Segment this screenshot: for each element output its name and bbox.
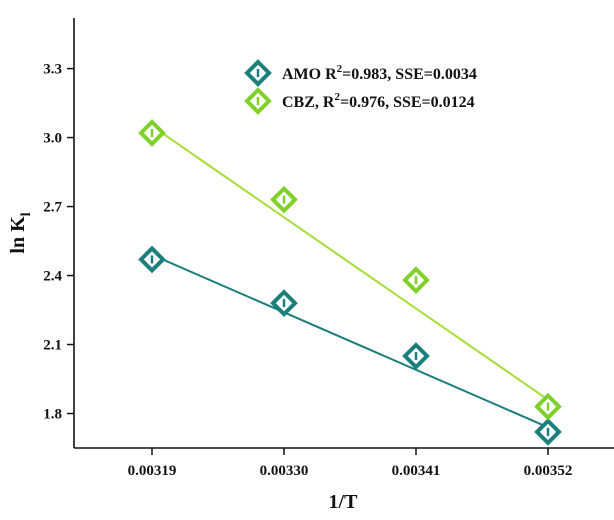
fit-lines (151, 125, 549, 429)
data-point-amo (534, 418, 562, 446)
y-axis-title: ln Kl (7, 212, 34, 253)
fit-line-cbz (151, 125, 549, 401)
data-points (138, 119, 562, 446)
x-tick-label: 0.00319 (128, 463, 177, 479)
y-tick-label: 2.7 (43, 200, 62, 216)
y-ticks: 1.8 2.1 2.4 2.7 3.0 3.3 (43, 62, 74, 423)
x-axis-title: 1/T (329, 491, 359, 513)
axes (73, 18, 614, 449)
y-tick-label: 3.3 (43, 62, 62, 78)
legend-marker-amo (244, 59, 272, 87)
x-tick-label: 0.00330 (260, 463, 309, 479)
data-point-amo (270, 289, 298, 317)
data-point-cbz (402, 266, 430, 294)
data-point-amo (402, 342, 430, 370)
y-tick-label: 1.8 (43, 407, 62, 423)
data-point-cbz (270, 185, 298, 214)
y-axis-title-main: ln K (7, 216, 29, 254)
x-tick-label: 0.00352 (524, 463, 573, 479)
y-tick-label: 2.1 (43, 338, 62, 354)
legend-marker-cbz (244, 87, 272, 115)
data-point-cbz (534, 392, 562, 421)
data-point-amo (138, 245, 166, 274)
x-tick-label: 0.00341 (392, 463, 441, 479)
x-ticks: 0.00319 0.00330 0.00341 0.00352 (128, 448, 573, 479)
y-tick-label: 3.0 (43, 131, 62, 147)
y-axis-title-sub: l (19, 212, 34, 216)
legend-label-amo: AMO R2=0.983, SSE=0.0034 (282, 63, 477, 83)
legend: AMO R2=0.983, SSE=0.0034 CBZ, R2=0.976, S… (244, 59, 477, 115)
y-tick-label: 2.4 (43, 269, 62, 285)
fit-line-amo (151, 253, 549, 429)
data-point-cbz (138, 119, 166, 147)
legend-label-cbz: CBZ, R2=0.976, SSE=0.0124 (282, 91, 475, 111)
